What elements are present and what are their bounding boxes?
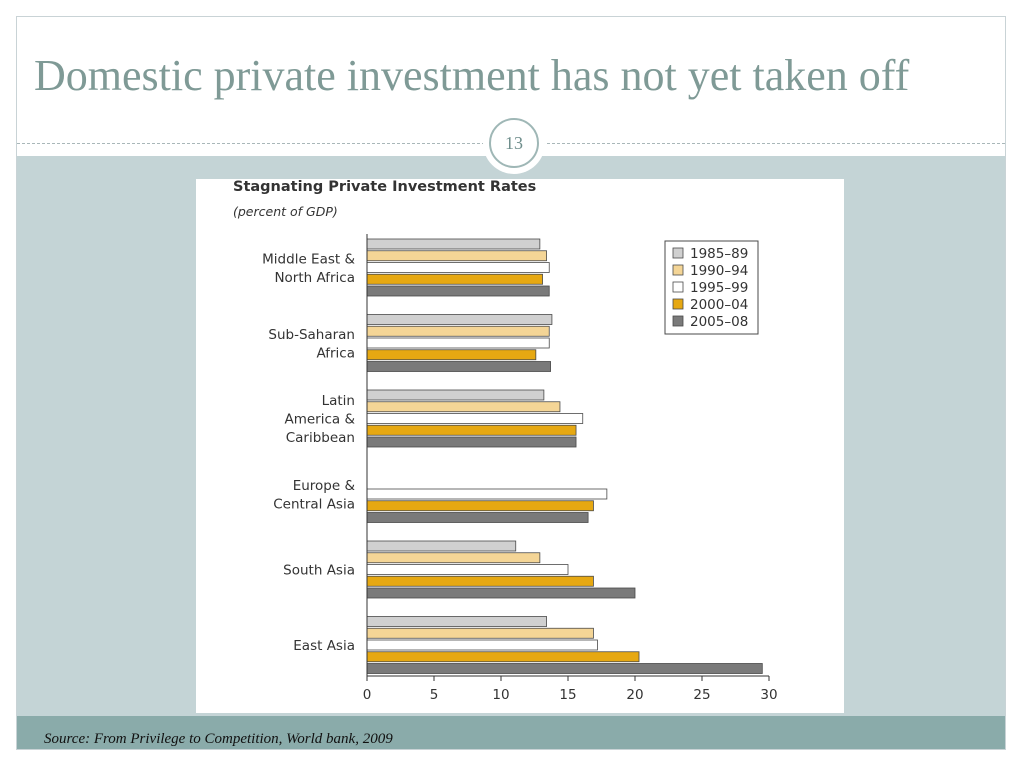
chart-subtitle: (percent of GDP)	[233, 204, 338, 219]
bar	[366, 639, 598, 651]
bar	[366, 337, 550, 349]
bar	[366, 273, 543, 285]
legend-label: 2005–08	[690, 314, 748, 330]
slide-title: Domestic private investment has not yet …	[34, 51, 910, 100]
chart-title: Stagnating Private Investment Rates	[233, 179, 537, 195]
category-label: Middle East &	[262, 251, 355, 267]
x-tick-label: 25	[693, 687, 710, 703]
category-label: East Asia	[293, 638, 355, 654]
bar	[366, 349, 537, 361]
bar	[366, 512, 589, 523]
x-tick-label: 0	[363, 687, 372, 703]
category-label: Africa	[316, 345, 355, 361]
chart-panel: Stagnating Private Investment Rates (per…	[196, 179, 844, 713]
bar	[366, 314, 553, 325]
bar	[366, 488, 608, 500]
category-label: South Asia	[283, 563, 355, 579]
bar	[366, 540, 517, 552]
legend-swatch	[672, 315, 684, 327]
legend-label: 1995–99	[690, 280, 748, 296]
bar	[366, 500, 594, 512]
bar	[366, 616, 547, 627]
legend-label: 1985–89	[690, 246, 748, 262]
x-tick-label: 5	[430, 687, 439, 703]
bar	[366, 389, 545, 401]
bar	[366, 250, 547, 262]
bar	[366, 627, 594, 639]
legend-swatch	[672, 247, 684, 259]
bar-chart: Middle East & North Africa Sub-Saharan Afri…	[262, 234, 778, 703]
legend-swatch	[672, 281, 684, 293]
x-tick-label: 15	[559, 687, 576, 703]
x-tick-label: 10	[492, 687, 509, 703]
source-citation: Source: From Privilege to Competition, W…	[44, 731, 393, 747]
category-label: Europe &	[293, 478, 356, 494]
legend-label: 1990–94	[690, 263, 748, 279]
category-label: North Africa	[274, 270, 355, 286]
bar	[366, 587, 636, 599]
bar	[366, 401, 561, 413]
category-label: Central Asia	[273, 496, 355, 512]
bar	[366, 361, 551, 372]
bar	[366, 564, 569, 575]
bar	[366, 436, 577, 448]
bar	[366, 663, 763, 674]
bar	[366, 238, 541, 250]
category-label: Latin	[322, 393, 355, 409]
category-label: Caribbean	[286, 430, 355, 446]
footer-band	[17, 716, 1005, 749]
bar	[366, 424, 577, 436]
category-label: Sub-Saharan	[268, 327, 355, 343]
bar	[366, 413, 584, 424]
bar	[366, 285, 550, 297]
bar	[366, 552, 541, 564]
legend-label: 2000–04	[690, 297, 748, 313]
bar	[366, 262, 550, 273]
bar	[366, 325, 550, 337]
x-tick-label: 20	[626, 687, 643, 703]
legend-swatch	[672, 298, 684, 310]
page-number: 13	[489, 118, 539, 168]
category-label: America &	[284, 412, 355, 428]
bar	[366, 575, 594, 587]
legend-swatch	[672, 264, 684, 276]
page-number-badge: 13	[483, 112, 545, 174]
x-tick-label: 30	[760, 687, 777, 703]
bar	[366, 651, 640, 663]
